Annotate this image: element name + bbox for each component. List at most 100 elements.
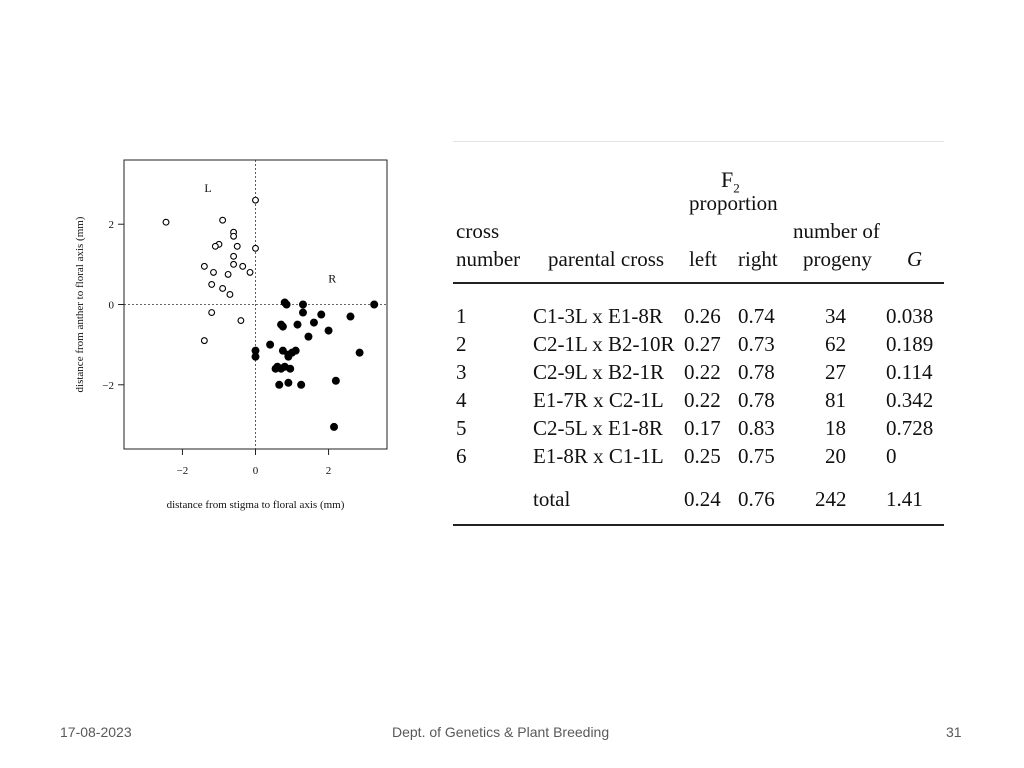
row-cross-number: 6 xyxy=(456,444,467,468)
total-g: 1.41 xyxy=(886,487,923,511)
y-tick-label: 2 xyxy=(109,219,115,231)
open-data-point xyxy=(208,280,216,288)
row-progeny: 27 xyxy=(825,360,846,384)
filled-data-point xyxy=(330,422,339,431)
row-parental-cross: C2-5L x E1-8R xyxy=(533,416,663,440)
row-progeny: 18 xyxy=(825,416,846,440)
row-left-proportion: 0.22 xyxy=(684,360,721,384)
filled-data-point xyxy=(346,312,355,321)
row-parental-cross: E1-8R x C1-1L xyxy=(533,444,664,468)
filled-data-point xyxy=(293,320,302,329)
footer-date: 17-08-2023 xyxy=(60,724,132,740)
filled-data-point xyxy=(324,326,333,335)
row-cross-number: 4 xyxy=(456,388,467,412)
row-cross-number: 3 xyxy=(456,360,467,384)
row-g: 0.342 xyxy=(886,388,934,412)
open-data-point xyxy=(219,284,227,292)
row-right-proportion: 0.74 xyxy=(738,304,775,328)
row-parental-cross: C1-3L x E1-8R xyxy=(533,304,663,328)
row-parental-cross: C2-1L x B2-10R xyxy=(533,332,675,356)
row-left-proportion: 0.26 xyxy=(684,304,721,328)
open-data-point xyxy=(211,242,219,250)
row-g: 0 xyxy=(886,444,897,468)
row-left-proportion: 0.27 xyxy=(684,332,721,356)
filled-data-point xyxy=(317,310,326,319)
x-tick-label: 2 xyxy=(326,465,332,477)
open-data-point xyxy=(233,242,241,250)
open-data-point xyxy=(162,218,170,226)
open-data-point xyxy=(230,232,238,240)
filled-data-point xyxy=(298,300,307,309)
header-number-of: number of xyxy=(793,219,880,243)
row-cross-number: 1 xyxy=(456,304,467,328)
row-parental-cross: E1-7R x C2-1L xyxy=(533,388,664,412)
row-right-proportion: 0.83 xyxy=(738,416,775,440)
row-g: 0.189 xyxy=(886,332,934,356)
open-data-point xyxy=(210,268,217,276)
row-left-proportion: 0.25 xyxy=(684,444,721,468)
f2-subscript: 2 xyxy=(733,180,740,196)
filled-data-point xyxy=(370,300,379,309)
header-left: left xyxy=(689,247,717,271)
total-right: 0.76 xyxy=(738,487,775,511)
row-progeny: 81 xyxy=(825,388,846,412)
region-label-l: L xyxy=(204,181,211,195)
filled-data-point xyxy=(304,332,313,341)
open-data-point xyxy=(246,268,254,276)
open-data-point xyxy=(230,260,238,268)
header-parental-cross: parental cross xyxy=(548,247,665,271)
footer-page-number: 31 xyxy=(946,724,962,740)
total-progeny: 242 xyxy=(815,487,847,511)
row-right-proportion: 0.78 xyxy=(738,388,775,412)
open-data-point xyxy=(208,309,216,316)
open-data-point xyxy=(200,337,208,345)
header-g: G xyxy=(907,247,923,271)
x-axis-label: distance from stigma to floral axis (mm) xyxy=(167,499,345,511)
filled-data-point xyxy=(278,346,287,355)
row-progeny: 20 xyxy=(825,444,846,468)
f2-label: F xyxy=(721,167,734,192)
y-tick-label: −2 xyxy=(102,380,114,392)
open-data-point xyxy=(219,216,227,224)
row-left-proportion: 0.17 xyxy=(684,416,721,440)
header-right: right xyxy=(738,247,778,271)
y-axis-label: distance from anther to floral axis (mm) xyxy=(74,216,86,392)
f2-proportion-table: F2 proportion cross number parental cros… xyxy=(453,141,944,526)
x-tick-label: −2 xyxy=(177,465,189,477)
filled-data-point xyxy=(282,300,291,309)
filled-data-point xyxy=(275,380,284,389)
open-data-point xyxy=(237,317,245,325)
filled-data-point xyxy=(266,340,275,349)
region-label-r: R xyxy=(328,271,336,285)
f2-header: F2 xyxy=(721,167,740,196)
row-g: 0.038 xyxy=(886,304,934,328)
open-data-point xyxy=(239,262,247,270)
open-data-point xyxy=(252,244,259,252)
filled-data-point xyxy=(298,308,307,317)
row-g: 0.114 xyxy=(886,360,933,384)
open-data-point xyxy=(224,270,232,278)
filled-data-point xyxy=(284,352,293,361)
open-data-point xyxy=(252,196,259,204)
row-right-proportion: 0.73 xyxy=(738,332,775,356)
footer-department: Dept. of Genetics & Plant Breeding xyxy=(392,724,610,740)
row-cross-number: 2 xyxy=(456,332,467,356)
row-right-proportion: 0.78 xyxy=(738,360,775,384)
header-cross: cross xyxy=(456,219,500,243)
table-top-rule xyxy=(453,141,944,142)
filled-data-point xyxy=(309,318,318,327)
total-label: total xyxy=(533,487,571,511)
total-left: 0.24 xyxy=(684,487,721,511)
header-rule xyxy=(453,282,944,284)
filled-data-point xyxy=(277,364,286,373)
y-tick-label: 0 xyxy=(109,300,115,312)
filled-data-point xyxy=(278,322,287,331)
x-tick-label: 0 xyxy=(253,465,259,477)
header-number: number xyxy=(456,247,521,271)
row-cross-number: 5 xyxy=(456,416,467,440)
row-parental-cross: C2-9L x B2-1R xyxy=(533,360,665,384)
filled-data-point xyxy=(355,348,364,357)
filled-data-point xyxy=(331,376,340,385)
bottom-rule xyxy=(453,524,944,526)
row-progeny: 62 xyxy=(825,332,846,356)
